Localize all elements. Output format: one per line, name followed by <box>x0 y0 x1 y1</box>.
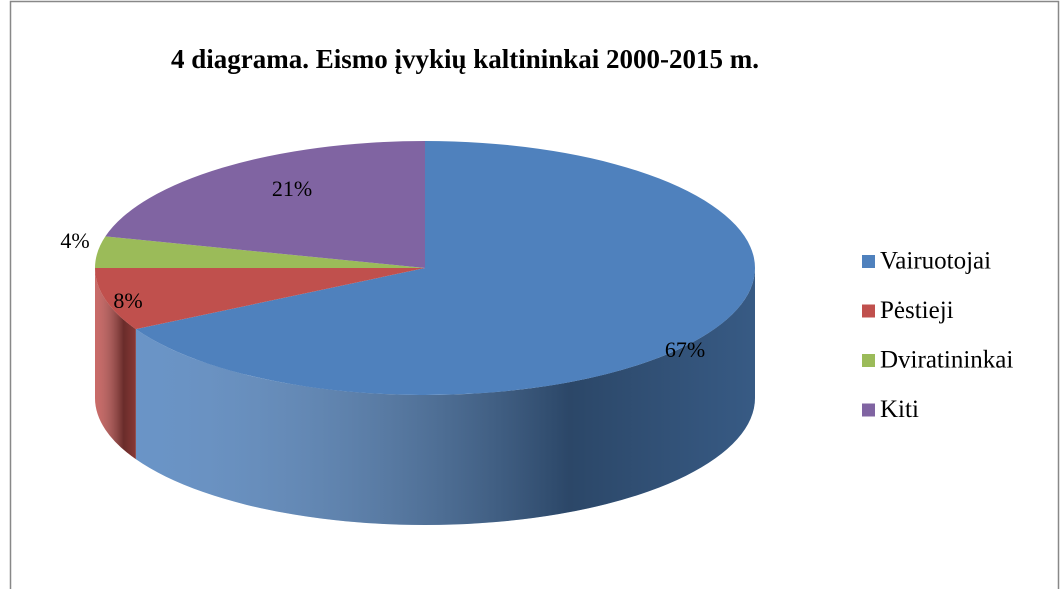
legend-label: Kiti <box>880 396 919 423</box>
chart-title: 4 diagrama. Eismo įvykių kaltininkai 200… <box>171 44 759 74</box>
slice <box>95 236 425 268</box>
legend-label: Dviratininkai <box>880 347 1013 374</box>
slice <box>105 141 425 268</box>
slice-side-shade <box>95 268 136 460</box>
legend-swatch <box>862 255 875 268</box>
data-label: 8% <box>113 288 142 313</box>
pie: 67% 8% 4% 21% <box>60 141 756 525</box>
slice <box>135 141 756 395</box>
legend-label: Vairuotojai <box>880 248 991 275</box>
data-label: 21% <box>272 176 312 201</box>
slice-side-shade <box>135 268 756 525</box>
legend-label: Pėstieji <box>880 297 954 324</box>
legend-swatch <box>862 403 875 417</box>
data-label: 4% <box>60 228 89 253</box>
legend: Vairuotojai Pėstieji Dviratininkai Kiti <box>862 248 1013 423</box>
legend-swatch <box>862 304 875 318</box>
chart-border <box>9 0 1060 589</box>
legend-swatch <box>862 354 875 367</box>
slice <box>95 268 425 330</box>
data-label: 67% <box>665 337 705 362</box>
